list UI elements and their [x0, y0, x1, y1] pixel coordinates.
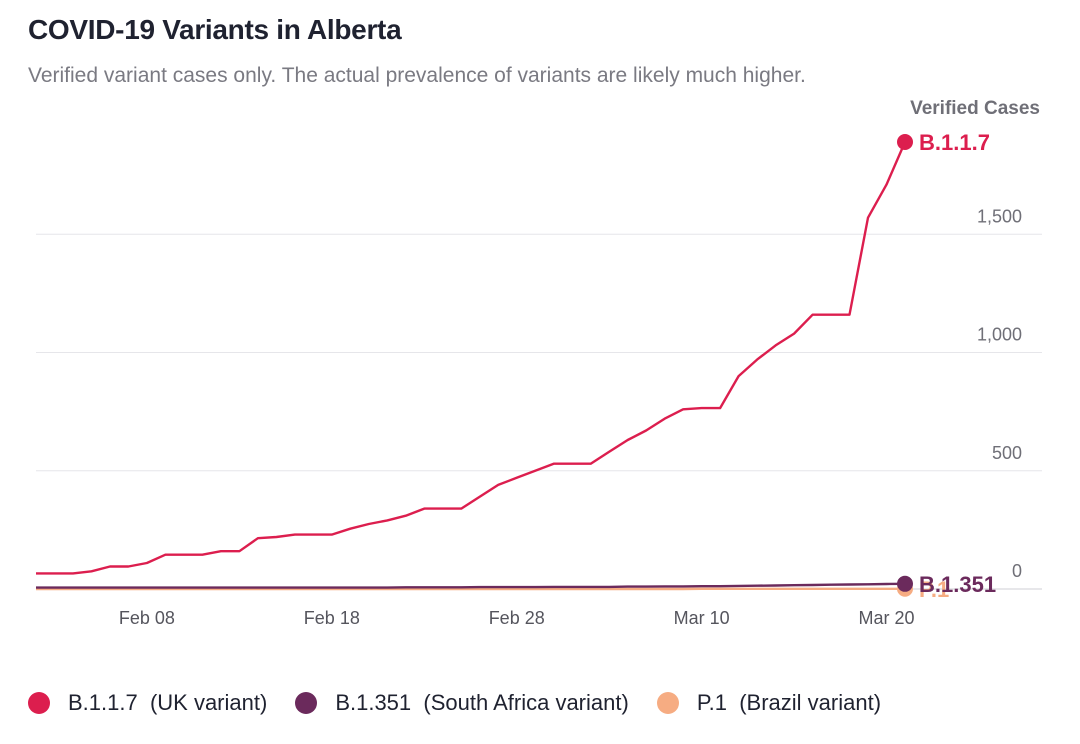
legend-item[interactable]: B.1.1.7 (UK variant) [28, 690, 267, 716]
legend-label: B.1.351 (South Africa variant) [335, 690, 629, 715]
series-end-marker [897, 575, 913, 592]
legend-swatch [295, 692, 318, 714]
legend: B.1.1.7 (UK variant) B.1.351 (South Afric… [28, 690, 909, 716]
series-layer: P.1B.1.351 B.1.1.7 [36, 130, 996, 602]
x-tick-label: Feb 18 [304, 608, 360, 628]
x-tick-label: Feb 08 [119, 608, 175, 628]
series-line-b117 [36, 141, 907, 575]
y-axis-label: Verified Cases [910, 98, 1040, 119]
legend-swatch [656, 692, 679, 714]
y-tick-label: 0 [1012, 561, 1022, 581]
chart-title: COVID-19 Variants in Alberta [28, 14, 402, 45]
legend-item[interactable]: B.1.351 (South Africa variant) [295, 690, 629, 716]
legend-swatch [28, 692, 50, 714]
series-end-marker [897, 134, 913, 151]
series-end-label: B.1.351 [919, 572, 996, 597]
x-tick-label: Mar 10 [674, 608, 730, 628]
chart-subtitle: Verified variant cases only. The actual … [28, 64, 806, 87]
y-tick-label: 1,500 [977, 206, 1022, 226]
legend-label: B.1.1.7 (UK variant) [68, 690, 268, 715]
series-line-b1351 [36, 582, 906, 589]
series-end-label: B.1.1.7 [919, 130, 990, 155]
x-tick-label: Mar 20 [858, 608, 914, 628]
line-chart: 0 500 1,000 1,500 Feb 08 Feb 18 Feb 28 Mar 10 M… [36, 98, 1042, 628]
legend-label: P.1 (Brazil variant) [696, 690, 882, 715]
y-tick-label: 1,000 [977, 325, 1022, 345]
grid-layer: 0 500 1,000 1,500 [36, 206, 1042, 590]
series-end-label: P.1 [919, 577, 949, 602]
legend-item[interactable]: P.1 (Brazil variant) [656, 690, 882, 716]
y-tick-label: 500 [992, 443, 1022, 463]
x-tick-label: Feb 28 [489, 608, 545, 628]
x-axis: Feb 08 Feb 18 Feb 28 Mar 10 Mar 20 [119, 608, 915, 628]
